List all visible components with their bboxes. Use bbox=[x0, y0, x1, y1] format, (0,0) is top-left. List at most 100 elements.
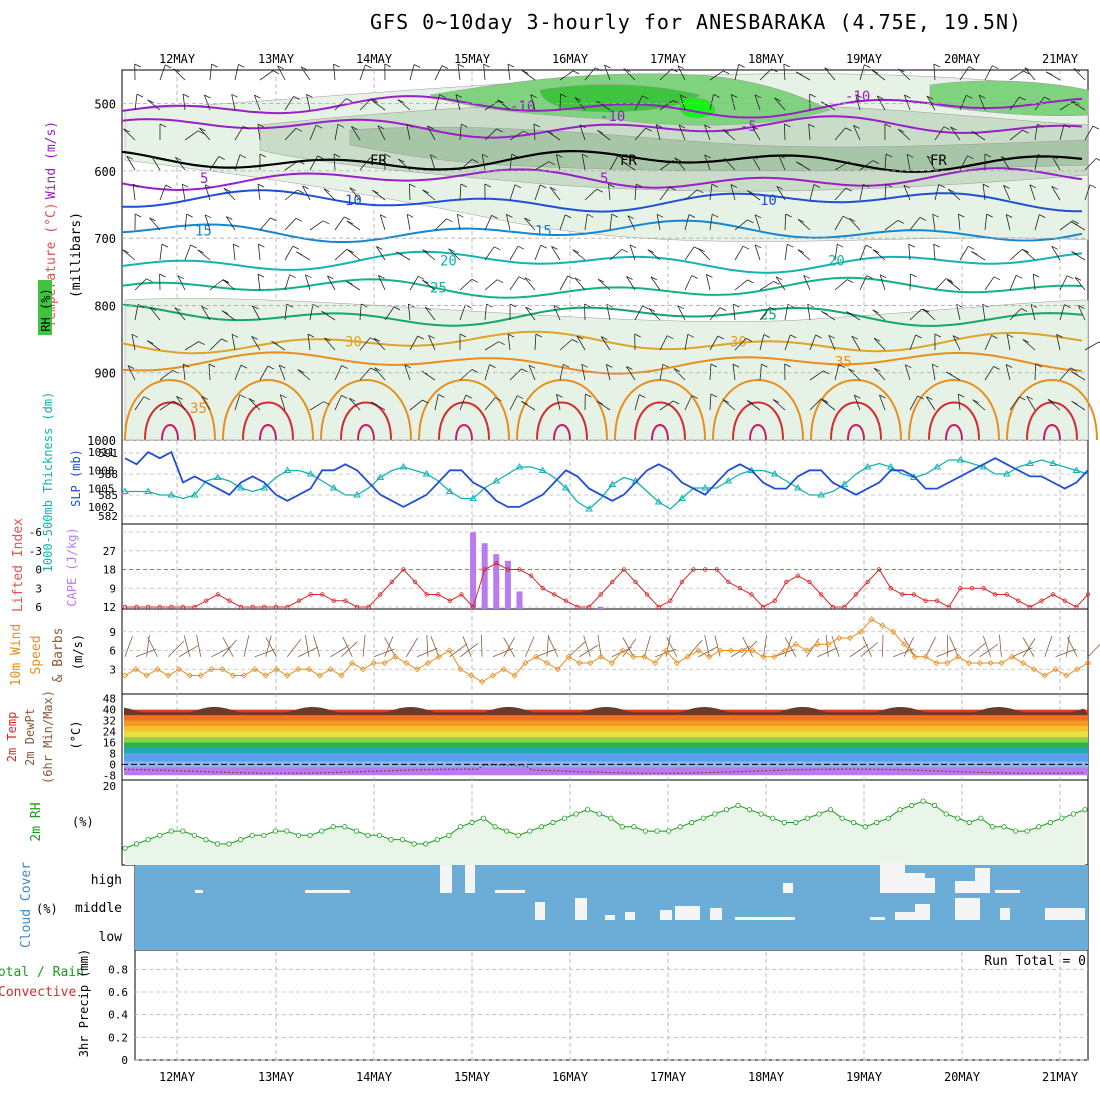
wind-barb bbox=[471, 159, 479, 163]
wind-barb bbox=[846, 311, 853, 315]
cloud-bar-middle bbox=[710, 908, 722, 920]
y-tick-label: 3 bbox=[109, 663, 116, 676]
wind-barb bbox=[177, 275, 186, 291]
wind-barb bbox=[146, 278, 153, 283]
wind-barb bbox=[131, 333, 139, 338]
wind-barb bbox=[834, 279, 848, 291]
wind-barb bbox=[199, 127, 211, 141]
wind-barb bbox=[333, 153, 341, 158]
max-temp-area bbox=[124, 706, 1088, 716]
wind-speed-marker bbox=[121, 672, 129, 679]
contour-label: FR bbox=[620, 153, 637, 169]
wind-barb bbox=[859, 275, 868, 291]
lifted-index-marker bbox=[900, 592, 905, 597]
wind-barb bbox=[647, 249, 661, 261]
thickness-marker bbox=[933, 463, 942, 470]
wind-barb bbox=[677, 305, 686, 321]
wind-barb-10m bbox=[481, 634, 483, 657]
wind-barb bbox=[604, 64, 611, 81]
wind-barb bbox=[908, 243, 915, 248]
wind-barb bbox=[581, 364, 586, 381]
cloud-bar-middle bbox=[1000, 908, 1010, 920]
wind-barb-10m bbox=[254, 648, 276, 658]
wind-barb bbox=[559, 70, 574, 81]
wind-barb-10m bbox=[849, 644, 869, 658]
legend-thickness: 1000-500mb Thickness (dm) bbox=[41, 392, 55, 573]
wind-barb bbox=[234, 394, 241, 411]
wind-barb bbox=[370, 157, 377, 162]
wind-speed-marker bbox=[836, 634, 843, 642]
y-axis-title: (%) bbox=[72, 815, 94, 829]
thickness-marker bbox=[678, 494, 686, 501]
wind-barb bbox=[783, 63, 786, 81]
wind-barb bbox=[204, 184, 211, 201]
rh-marker bbox=[839, 815, 845, 821]
wind-barb bbox=[731, 94, 738, 98]
rh-marker bbox=[423, 841, 429, 847]
wind-barb-10m bbox=[222, 637, 234, 657]
wind-speed-marker bbox=[533, 653, 540, 660]
wind-barb-10m bbox=[341, 641, 358, 658]
wind-speed-marker bbox=[1030, 666, 1037, 673]
wind-barb bbox=[754, 214, 761, 231]
wind-barb bbox=[684, 275, 693, 291]
wind-barb-10m bbox=[1044, 635, 1053, 657]
wind-barb bbox=[497, 279, 504, 284]
wind-barb bbox=[306, 94, 313, 98]
temperature-contour bbox=[222, 379, 314, 441]
wind-barb bbox=[1070, 367, 1077, 372]
wind-barb bbox=[584, 188, 598, 201]
wind-speed-marker bbox=[435, 653, 442, 660]
wind-barb bbox=[525, 306, 532, 311]
wind-barb bbox=[280, 394, 287, 399]
wind-barb bbox=[790, 334, 797, 339]
wind-barb bbox=[177, 275, 185, 280]
x-tick-label-bottom: 14MAY bbox=[356, 1070, 393, 1084]
wind-barb bbox=[434, 394, 439, 411]
rh-marker bbox=[585, 807, 591, 813]
contour-label: 5 bbox=[200, 171, 208, 187]
contour-label: -10 bbox=[600, 109, 625, 125]
wind-barb bbox=[952, 335, 961, 351]
wind-speed-marker bbox=[208, 666, 215, 673]
wind-barb bbox=[738, 64, 745, 68]
wind-barb bbox=[574, 97, 582, 101]
wind-barb bbox=[734, 338, 747, 351]
wind-speed-marker bbox=[846, 634, 854, 642]
wind-barb bbox=[754, 244, 762, 249]
wind-speed-marker bbox=[965, 659, 973, 667]
wind-barb bbox=[359, 157, 371, 171]
wind-speed-marker bbox=[673, 659, 680, 667]
wind-barb bbox=[341, 395, 348, 399]
wind-barb bbox=[524, 217, 531, 222]
y-tick-label: 800 bbox=[94, 299, 116, 313]
wind-barb bbox=[434, 218, 447, 231]
wind-barb bbox=[459, 159, 473, 171]
wind-barb bbox=[581, 154, 586, 171]
wind-barb bbox=[984, 276, 995, 291]
wind-barb bbox=[351, 126, 361, 141]
temperature-contour bbox=[908, 379, 1000, 441]
wind-barb bbox=[797, 249, 811, 261]
wind-barb bbox=[199, 127, 206, 132]
wind-barb bbox=[165, 64, 172, 69]
wind-barb bbox=[710, 363, 718, 368]
wind-barb-10m bbox=[742, 636, 753, 657]
wind-barb bbox=[1003, 185, 1011, 201]
temperature-contour bbox=[161, 424, 179, 441]
cloud-level-label: low bbox=[99, 930, 123, 945]
wind-speed-marker bbox=[792, 641, 799, 648]
rh-marker bbox=[723, 807, 730, 813]
wind-barb bbox=[518, 276, 526, 281]
wind-speed-marker bbox=[414, 666, 421, 673]
wind-barb bbox=[601, 336, 608, 340]
wind-barb bbox=[926, 95, 936, 111]
wind-barb-10m bbox=[831, 635, 840, 657]
wind-barb-10m bbox=[1012, 647, 1033, 658]
wind-barb bbox=[1059, 304, 1065, 321]
lifted-index-marker bbox=[134, 604, 139, 610]
wind-speed-marker bbox=[1009, 653, 1016, 660]
rh-marker bbox=[272, 828, 278, 834]
lifted-index-marker bbox=[552, 592, 557, 597]
temperature-contour bbox=[357, 424, 375, 441]
